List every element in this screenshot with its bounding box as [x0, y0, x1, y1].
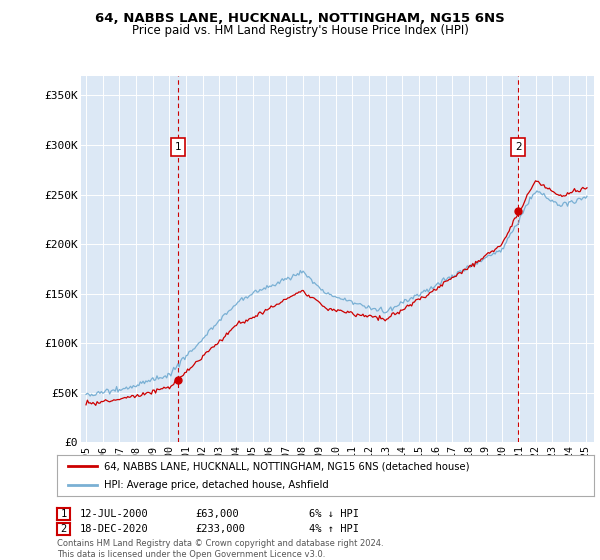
Text: 18-DEC-2020: 18-DEC-2020: [80, 524, 149, 534]
Text: 4% ↑ HPI: 4% ↑ HPI: [309, 524, 359, 534]
Text: £233,000: £233,000: [195, 524, 245, 534]
Text: Contains HM Land Registry data © Crown copyright and database right 2024.
This d: Contains HM Land Registry data © Crown c…: [57, 539, 383, 559]
Text: 2: 2: [61, 524, 67, 534]
Text: 2: 2: [515, 142, 521, 152]
Text: £63,000: £63,000: [195, 509, 239, 519]
Text: 6% ↓ HPI: 6% ↓ HPI: [309, 509, 359, 519]
Text: Price paid vs. HM Land Registry's House Price Index (HPI): Price paid vs. HM Land Registry's House …: [131, 24, 469, 36]
Text: HPI: Average price, detached house, Ashfield: HPI: Average price, detached house, Ashf…: [104, 480, 329, 489]
Text: 1: 1: [175, 142, 181, 152]
Text: 1: 1: [61, 509, 67, 519]
Text: 12-JUL-2000: 12-JUL-2000: [80, 509, 149, 519]
Text: 64, NABBS LANE, HUCKNALL, NOTTINGHAM, NG15 6NS (detached house): 64, NABBS LANE, HUCKNALL, NOTTINGHAM, NG…: [104, 461, 470, 471]
Text: 64, NABBS LANE, HUCKNALL, NOTTINGHAM, NG15 6NS: 64, NABBS LANE, HUCKNALL, NOTTINGHAM, NG…: [95, 12, 505, 25]
